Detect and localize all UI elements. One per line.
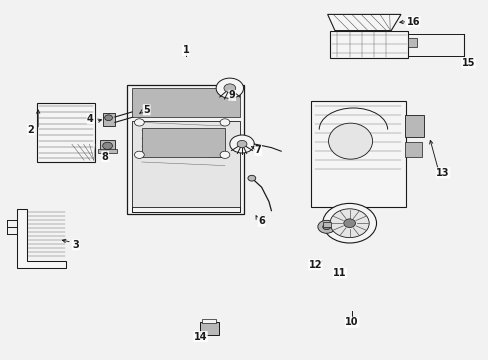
- Bar: [100, 140, 115, 151]
- Circle shape: [142, 109, 150, 114]
- Text: 6: 6: [258, 216, 264, 226]
- Circle shape: [142, 103, 150, 109]
- Bar: [132, 88, 239, 117]
- Circle shape: [216, 78, 243, 98]
- Circle shape: [104, 115, 112, 121]
- Text: 1: 1: [182, 45, 189, 55]
- Text: 4: 4: [87, 114, 94, 124]
- Bar: [102, 113, 115, 126]
- Bar: [322, 222, 330, 227]
- Circle shape: [220, 119, 229, 126]
- Bar: [127, 85, 244, 214]
- Text: 5: 5: [143, 105, 150, 115]
- Circle shape: [224, 84, 235, 93]
- Circle shape: [237, 140, 246, 148]
- Bar: [404, 115, 424, 137]
- Circle shape: [134, 151, 144, 158]
- Bar: [302, 95, 473, 311]
- Circle shape: [322, 203, 376, 243]
- Text: 7: 7: [254, 145, 261, 156]
- Ellipse shape: [328, 123, 372, 159]
- Text: 2: 2: [27, 125, 34, 135]
- Circle shape: [102, 142, 112, 149]
- Circle shape: [317, 220, 335, 233]
- Text: 16: 16: [406, 17, 419, 27]
- Bar: [200, 322, 219, 335]
- Polygon shape: [17, 209, 66, 268]
- Bar: [329, 31, 407, 58]
- Circle shape: [343, 219, 355, 228]
- Text: 3: 3: [72, 240, 79, 250]
- Circle shape: [247, 175, 255, 181]
- Circle shape: [220, 151, 229, 158]
- Text: 15: 15: [461, 58, 474, 68]
- Text: 9: 9: [228, 90, 235, 100]
- Bar: [37, 103, 95, 162]
- Text: 14: 14: [193, 332, 207, 342]
- Bar: [404, 142, 421, 157]
- Text: 10: 10: [345, 317, 358, 327]
- Bar: [202, 319, 216, 323]
- Bar: [142, 128, 224, 157]
- Circle shape: [322, 224, 330, 230]
- Bar: [310, 101, 405, 207]
- Circle shape: [134, 119, 144, 126]
- Bar: [17, 56, 319, 315]
- Polygon shape: [327, 14, 400, 31]
- Text: 12: 12: [308, 260, 322, 270]
- Bar: [98, 149, 117, 153]
- Circle shape: [229, 135, 254, 153]
- Text: 11: 11: [332, 268, 346, 278]
- Text: 13: 13: [435, 168, 449, 178]
- Bar: [407, 38, 416, 47]
- Bar: [132, 121, 239, 207]
- Text: 8: 8: [102, 152, 108, 162]
- Circle shape: [329, 209, 368, 238]
